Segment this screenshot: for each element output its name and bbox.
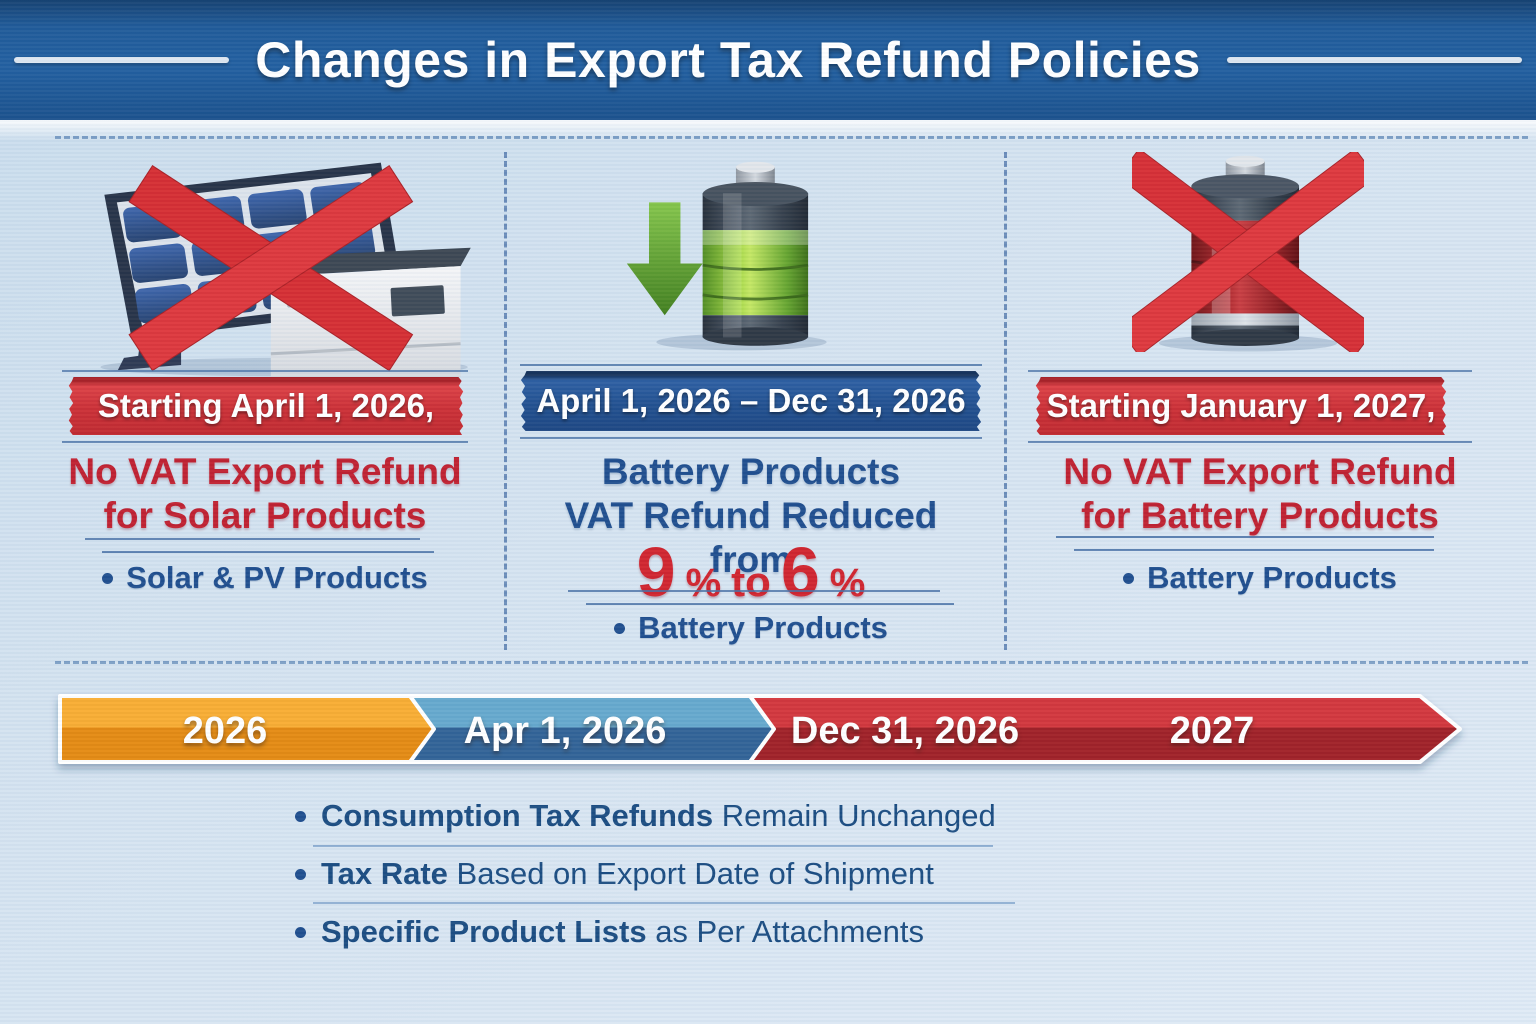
note-bold: Tax Rate [321, 856, 448, 891]
timeline-label: 2027 [1170, 710, 1255, 752]
headline-line-1: Battery Products [601, 451, 901, 492]
note-bold: Specific Product Lists [321, 914, 647, 949]
banner-rule-below [520, 437, 982, 439]
red-x-icon [128, 165, 414, 372]
banner-rule-above [520, 364, 982, 366]
date-banner-reduction: April 1, 2026 – Dec 31, 2026 [520, 371, 982, 431]
note-row: Tax Rate Based on Export Date of Shipmen… [295, 856, 934, 892]
percent-sign: % [829, 561, 866, 605]
header-glow-band [0, 120, 1536, 140]
divider-rule [102, 551, 434, 553]
battery-crossed-svg [1117, 148, 1377, 357]
timeline-label: Apr 1, 2026 [464, 710, 667, 752]
note-row: Consumption Tax Refunds Remain Unchanged [295, 798, 996, 834]
rate-join: to [731, 558, 771, 605]
column-divider-2 [1004, 152, 1007, 650]
bullet-label: Battery Products [1147, 560, 1397, 595]
timeline-segment-dec-2026-2027 [748, 694, 1462, 764]
bullet-dot [295, 926, 306, 938]
header-banner: Changes in Export Tax Refund Policies [0, 0, 1536, 120]
divider-rule [1074, 549, 1434, 551]
percent-sign: % [685, 561, 722, 605]
solar-panel-inverter-crossed-icon [75, 158, 483, 430]
bullet-dot [295, 810, 306, 822]
column-battery-reduction: April 1, 2026 – Dec 31, 2026 Battery Pro… [520, 150, 982, 660]
divider-rule [1056, 536, 1434, 538]
note-divider [313, 845, 993, 847]
timeline-label: 2026 [183, 710, 268, 752]
green-battery-icon [702, 161, 809, 346]
battery-down-svg [626, 161, 827, 351]
bullet-label: Solar & PV Products [126, 560, 428, 595]
banner-rule-below [62, 441, 468, 443]
banner-rule-below [1028, 441, 1472, 443]
headline-battery-ban: No VAT Export Refund for Battery Product… [1020, 450, 1500, 538]
bullet-row-reduction: Battery Products [520, 610, 982, 646]
divider-rule [586, 603, 954, 605]
date-banner-label: Starting April 1, 2026, [97, 387, 435, 424]
page-title: Changes in Export Tax Refund Policies [255, 32, 1201, 88]
headline-line-2: for Solar Products [103, 495, 427, 536]
rate-to: 6 [780, 533, 820, 611]
middle-dashed-divider [55, 661, 1528, 664]
column-battery-ban: Starting January 1, 2027, No VAT Export … [1020, 148, 1500, 660]
note-bold: Consumption Tax Refunds [321, 798, 714, 833]
note-rest: as Per Attachments [646, 914, 924, 949]
title-rule-right [1226, 57, 1522, 63]
rate-change: 9 % to 6 % [520, 532, 982, 612]
bullet-dot [614, 622, 626, 634]
solar-icon-svg [100, 162, 471, 430]
battery-reduction-arrow-icon [612, 158, 834, 357]
headline-line-2: VAT Refund Reduced from [564, 495, 938, 580]
bullet-label: Battery Products [638, 610, 888, 645]
timeline-label: Dec 31, 2026 [791, 710, 1019, 752]
note-rest: Remain Unchanged [713, 798, 996, 833]
divider-rule [568, 590, 940, 592]
down-arrow-icon [626, 202, 703, 316]
notes-section: Consumption Tax Refunds Remain Unchanged… [295, 792, 1455, 992]
date-banner-label: April 1, 2026 – Dec 31, 2026 [536, 382, 966, 419]
rate-from: 9 [636, 533, 676, 611]
headline-reduction: Battery Products VAT Refund Reduced from [520, 450, 982, 582]
bullet-dot [1123, 572, 1135, 584]
timeline: 2026 Apr 1, 2026 Dec 31, 2026 2027 [40, 686, 1500, 786]
headline-solar: No VAT Export Refund for Solar Products [40, 450, 490, 538]
column-divider-1 [504, 152, 507, 650]
bullet-row-battery-ban: Battery Products [1020, 560, 1500, 596]
title-rule-left [14, 57, 230, 63]
banner-rule-above [62, 370, 468, 372]
headline-line-1: No VAT Export Refund [68, 451, 462, 492]
top-dashed-divider [55, 136, 1528, 139]
bullet-row-solar: Solar & PV Products [40, 560, 490, 596]
bullet-dot [295, 868, 306, 880]
note-rest: Based on Export Date of Shipment [447, 856, 934, 891]
column-solar-ban: Starting April 1, 2026, No VAT Export Re… [40, 150, 490, 660]
note-divider [313, 902, 1015, 904]
date-banner-battery-ban: Starting January 1, 2027, [1035, 377, 1447, 435]
headline-line-2: for Battery Products [1081, 495, 1439, 536]
banner-rule-above [1028, 370, 1472, 372]
battery-crossed-icon [1117, 148, 1377, 357]
divider-rule [85, 538, 420, 540]
headline-line-1: No VAT Export Refund [1063, 451, 1457, 492]
timeline-svg: 2026 Apr 1, 2026 Dec 31, 2026 2027 [58, 694, 1462, 764]
note-row: Specific Product Lists as Per Attachment… [295, 914, 924, 950]
bullet-dot [102, 572, 114, 584]
date-banner-label: Starting January 1, 2027, [1046, 387, 1436, 424]
date-banner-solar: Starting April 1, 2026, [68, 377, 464, 435]
